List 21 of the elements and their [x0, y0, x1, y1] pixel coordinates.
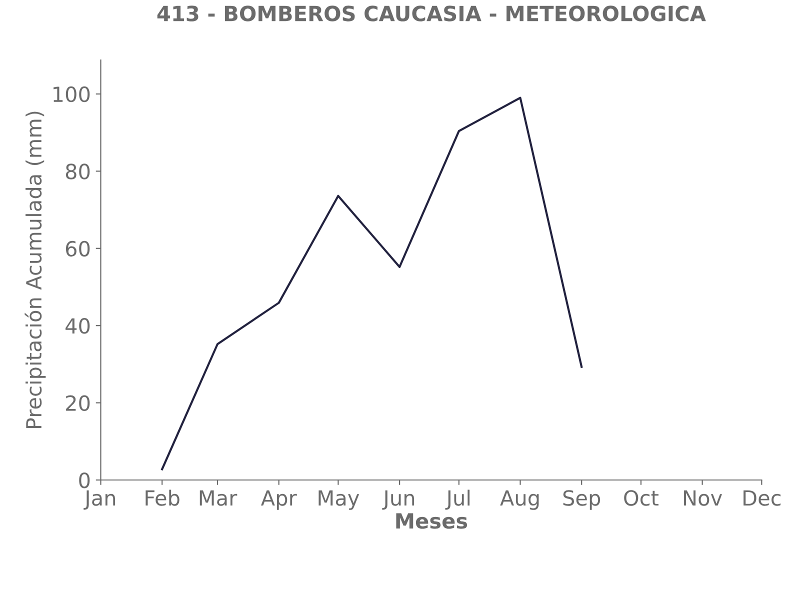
x-tick-label: Jul — [445, 490, 470, 510]
x-tick-label: Jan — [84, 490, 116, 510]
y-tick-label: 0 — [79, 472, 90, 488]
chart-title: 413 - BOMBEROS CAUCASIA - METEOROLOGICA — [157, 6, 706, 22]
x-tick-label: Feb — [146, 490, 180, 506]
y-axis-title: Precipitación Acumulada (mm) — [24, 112, 46, 428]
x-axis-title: Meses — [396, 513, 468, 529]
y-tick-label: 80 — [66, 164, 90, 180]
y-tick-label: 20 — [66, 395, 90, 412]
y-tick-label: 60 — [66, 240, 90, 257]
y-tick-label: 40 — [66, 318, 90, 334]
x-tick-label: Nov — [684, 490, 722, 506]
x-tick-label: Dec — [744, 490, 781, 506]
x-tick-label: Mar — [200, 490, 238, 506]
x-tick-label: Jun — [382, 490, 414, 510]
x-tick-label: Sep — [563, 490, 600, 510]
x-tick-label: Oct — [624, 490, 658, 506]
x-tick-label: Apr — [260, 490, 297, 510]
y-tick-label: 100 — [54, 86, 90, 102]
x-tick-label: May — [318, 490, 360, 510]
x-tick-label: Aug — [500, 490, 539, 510]
